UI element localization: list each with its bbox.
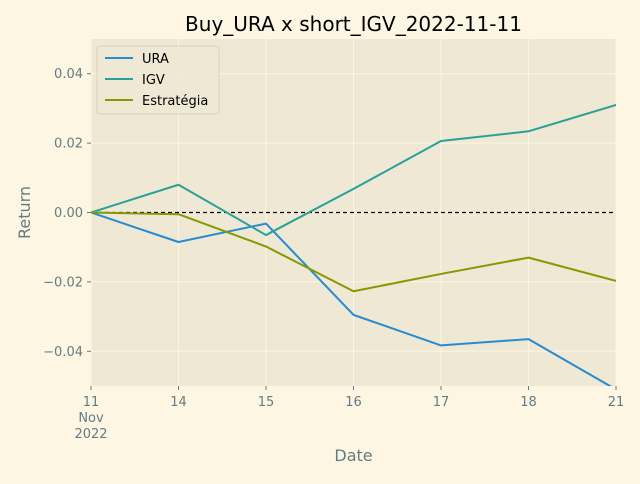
x-tick-label: 14 [170,395,187,410]
chart-title: Buy_URA x short_IGV_2022-11-11 [185,12,522,36]
x-tick-label: 15 [258,395,275,410]
series-line-ura [91,211,612,386]
x-tick-label: 18 [520,395,537,410]
x-tick-label: 21 [608,395,625,410]
x-tick-label: 11 [83,395,100,410]
y-tick-label: −0.04 [43,345,83,360]
x-tick-label: Nov [78,411,104,426]
legend-label-ura: URA [142,52,169,67]
y-tick-label: 0.04 [54,67,83,82]
series-lines [91,103,616,386]
x-tick-label: 16 [345,395,362,410]
series-line-igv [91,103,616,237]
x-tick-label: 2022 [74,427,107,442]
series-line-estrategia [91,211,616,293]
y-tick-label: 0.00 [54,206,83,221]
y-tick-label: −0.02 [43,275,83,290]
legend-label-estrategia: Estratégia [142,94,208,109]
y-axis-label: Return [15,186,34,239]
y-tick-label: 0.02 [54,137,83,152]
legend: URA IGV Estratégia [96,45,220,115]
x-axis-label: Date [334,446,372,465]
x-tick-label: 17 [433,395,450,410]
legend-box [96,45,220,115]
legend-label-igv: IGV [142,73,165,88]
